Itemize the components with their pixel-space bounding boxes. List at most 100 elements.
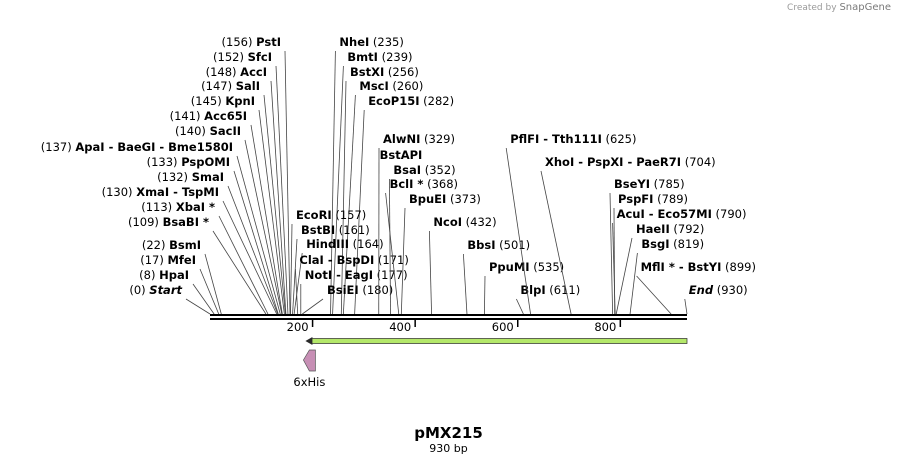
- site-position-bsmi: (22): [142, 238, 169, 252]
- site-name-bsmi: BsmI: [169, 238, 201, 252]
- site-name-clai-bspdi: ClaI - BspDI: [299, 253, 374, 267]
- site-label-nhei: NheI (235): [339, 35, 403, 49]
- site-line-bstxi: [340, 80, 347, 315]
- site-line-bcli: [385, 192, 400, 315]
- site-name-xbai: XbaI *: [176, 200, 215, 214]
- site-name-blpi: BlpI: [520, 283, 545, 297]
- site-label-noti-eagi: NotI - EagI (177): [305, 268, 408, 282]
- plasmid-length: 930 bp: [429, 442, 468, 455]
- site-line-clai-bspdi: [295, 268, 299, 315]
- site-position-hindiii: (164): [349, 237, 384, 251]
- site-position-ecori: (157): [332, 208, 367, 222]
- site-position-xbai: (113): [141, 200, 176, 214]
- site-name-alwni: AlwNI: [383, 132, 420, 146]
- site-position-blpi: (611): [546, 283, 581, 297]
- site-position-ncoi: (432): [462, 215, 497, 229]
- site-line-ppumi: [484, 275, 486, 315]
- site-name-pflfi-tth111i: PflFI - Tth111I: [510, 132, 602, 146]
- site-line-end: [684, 298, 688, 315]
- ruler-tick-label-400: 400: [389, 320, 411, 334]
- site-line-xhoi-pspxi-paer7i: [540, 170, 572, 315]
- site-label-sfci: (152) SfcI: [213, 50, 272, 64]
- site-label-msci: MscI (260): [359, 79, 423, 93]
- site-label-pflfi-tth111i: PflFI - Tth111I (625): [510, 132, 636, 146]
- site-label-mfli-bstyi: MflI * - BstYI (899): [641, 260, 756, 274]
- plasmid-map: 200 400 600 800(0) Start(8) HpaI(17) MfeI(2…: [41, 35, 756, 389]
- site-label-acc65i: (141) Acc65I: [170, 109, 247, 123]
- site-name-acc65i: Acc65I: [204, 109, 247, 123]
- site-line-apai-baegi-bme1580i: [236, 155, 281, 315]
- site-label-mfei: (17) MfeI: [140, 253, 196, 267]
- site-label-bsiei: BsiEI (180): [327, 283, 393, 297]
- site-position-bcli: (368): [423, 177, 458, 191]
- site-label-ppumi: PpuMI (535): [489, 260, 564, 274]
- site-position-msci: (260): [389, 79, 424, 93]
- site-position-hpai: (8): [139, 268, 159, 282]
- site-position-bmti: (239): [378, 50, 413, 64]
- site-position-end: (930): [713, 283, 748, 297]
- site-name-end: End: [689, 283, 714, 297]
- site-line-bmti: [332, 65, 344, 315]
- site-line-bpuei: [400, 207, 406, 315]
- site-line-bsabi: [212, 230, 267, 315]
- site-name-bstbi: BstBI: [301, 223, 335, 237]
- site-line-pspomi: [233, 170, 279, 315]
- site-name-mfli-bstyi: MflI * - BstYI: [641, 260, 722, 274]
- site-name-hindiii: HindIII: [306, 237, 349, 251]
- site-line-mfli-bstyi: [636, 275, 672, 315]
- site-label-ncoi: NcoI (432): [433, 215, 496, 229]
- site-position-mfli-bstyi: (899): [721, 260, 756, 274]
- site-line-msci: [342, 94, 356, 315]
- site-position-clai-bspdi: (171): [374, 253, 409, 267]
- site-name-pspomi: PspOMI: [181, 155, 230, 169]
- site-position-bsgi: (819): [670, 237, 705, 251]
- site-position-apai-baegi-bme1580i: (137): [41, 140, 76, 154]
- site-position-bstxi: (256): [384, 65, 419, 79]
- site-position-bsiei: (180): [359, 283, 394, 297]
- site-label-acui-eco57mi: AcuI - Eco57MI (790): [617, 207, 747, 221]
- site-line-smai: [227, 185, 279, 315]
- site-name-pspfi: PspFI: [618, 192, 653, 206]
- site-name-acui-eco57mi: AcuI - Eco57MI: [617, 207, 712, 221]
- site-line-sfci: [275, 65, 289, 315]
- site-name-ecop15i: EcoP15I: [368, 94, 419, 108]
- site-name-apai-baegi-bme1580i: ApaI - BaeGI - Bme1580I: [75, 140, 233, 154]
- site-name-acci: AccI: [240, 65, 267, 79]
- site-name-bsiei: BsiEI: [327, 283, 359, 297]
- ruler-tick-label-600: 600: [492, 320, 514, 334]
- site-label-pspfi: PspFI (789): [618, 192, 688, 206]
- site-name-sali: SalI: [236, 79, 260, 93]
- site-position-start: (0): [129, 283, 149, 297]
- site-label-kpni: (145) KpnI: [191, 94, 255, 108]
- site-label-hindiii: HindIII (164): [306, 237, 383, 251]
- site-line-ecori: [290, 223, 293, 315]
- site-position-pspfi: (789): [653, 192, 688, 206]
- site-label-bmti: BmtI (239): [347, 50, 412, 64]
- site-position-psti: (156): [222, 35, 257, 49]
- site-label-blpi: BlpI (611): [520, 283, 580, 297]
- site-name-start: Start: [149, 283, 182, 297]
- site-label-bstbi: BstBI (161): [301, 223, 370, 237]
- site-line-xmai-tspmi: [222, 200, 278, 315]
- site-line-bstbi: [292, 238, 298, 315]
- site-line-acci: [270, 80, 287, 315]
- site-name-sacii: SacII: [210, 124, 241, 138]
- site-label-apai-baegi-bme1580i: (137) ApaI - BaeGI - Bme1580I: [41, 140, 233, 154]
- site-position-bstbi: (161): [335, 223, 370, 237]
- site-label-bsai: BsaI (352): [393, 163, 455, 177]
- site-label-sali: (147) SalI: [201, 79, 260, 93]
- ruler-tick-label-800: 800: [594, 320, 616, 334]
- site-label-bbsi: BbsI (501): [467, 238, 530, 252]
- site-name-bbsi: BbsI: [467, 238, 495, 252]
- site-name-bpuei: BpuEI: [409, 192, 446, 206]
- site-label-end: End (930): [689, 283, 748, 297]
- site-name-kpni: KpnI: [225, 94, 255, 108]
- site-name-bstapi: BstAPI: [380, 148, 423, 162]
- site-label-bcli: BclI * (368): [390, 177, 458, 191]
- site-name-noti-eagi: NotI - EagI: [305, 268, 373, 282]
- site-name-smai: SmaI: [192, 170, 224, 184]
- site-position-bbsi: (501): [496, 238, 531, 252]
- site-label-psti: (156) PstI: [222, 35, 281, 49]
- site-name-mfei: MfeI: [167, 253, 196, 267]
- site-position-pflfi-tth111i: (625): [602, 132, 637, 146]
